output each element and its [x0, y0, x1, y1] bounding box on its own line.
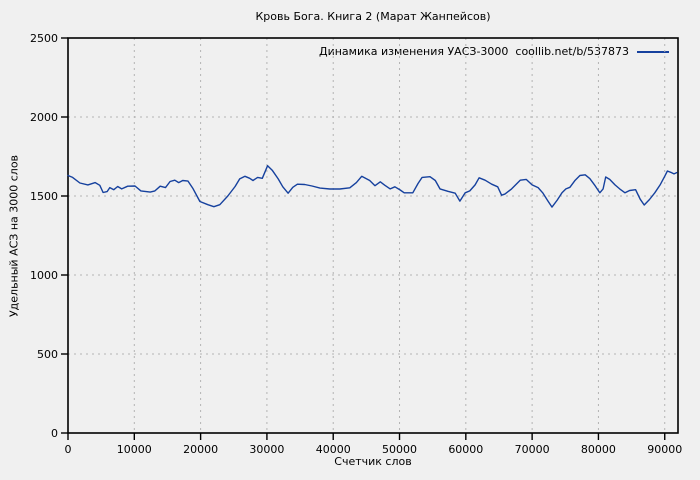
y-tick-label: 0	[51, 426, 58, 440]
y-tick-label: 500	[37, 347, 58, 361]
x-tick-label: 0	[64, 443, 72, 456]
legend: Динамика изменения УАСЗ-3000 coollib.net…	[319, 45, 669, 58]
x-tick-label: 90000	[647, 443, 683, 456]
x-tick-label: 20000	[183, 443, 219, 456]
y-tick-label: 2500	[30, 31, 58, 45]
chart-title: Кровь Бога. Книга 2 (Марат Жанпейсов)	[255, 10, 491, 23]
x-tick-label: 50000	[382, 443, 418, 456]
x-tick-label: 80000	[580, 443, 616, 456]
y-tick-label: 2000	[30, 110, 58, 124]
x-axis-label: Счетчик слов	[334, 455, 412, 468]
x-tick-label: 70000	[514, 443, 550, 456]
y-tick-label: 1500	[30, 189, 58, 203]
x-tick-label: 30000	[249, 443, 285, 456]
x-tick-label: 40000	[315, 443, 351, 456]
x-tick-label: 10000	[116, 443, 152, 456]
x-tick-label: 60000	[448, 443, 484, 456]
legend-label: Динамика изменения УАСЗ-3000 coollib.net…	[319, 45, 629, 58]
y-tick-label: 1000	[30, 268, 58, 282]
legend-line-sample	[637, 50, 669, 53]
